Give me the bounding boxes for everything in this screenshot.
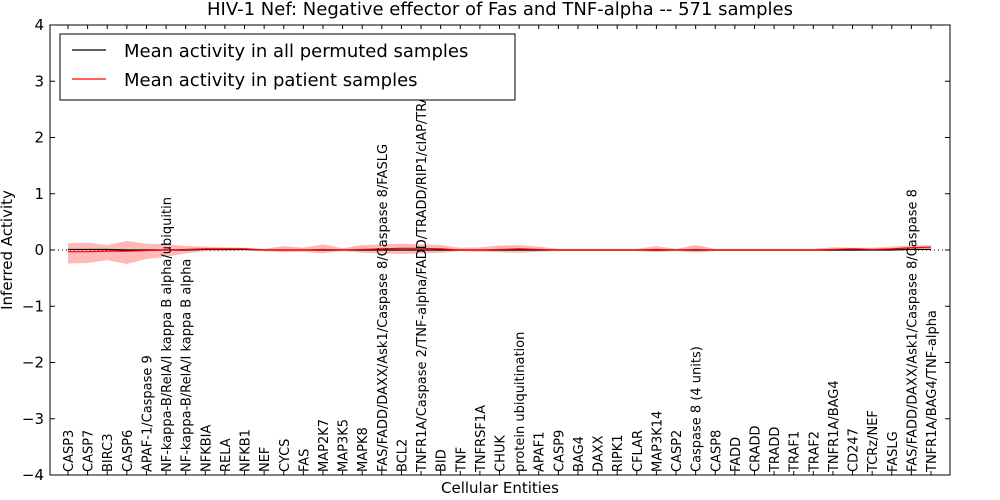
x-tick-labels: CASP3 CASP7 BIRC3 CASP6 APAF-1/Caspase 9 NF-k… [62,79,940,473]
x-tick-label: TNF [454,447,469,473]
x-tick-label: Caspase 8 (4 units) [690,346,705,472]
x-axis-ticks [67,25,932,475]
legend-label-patient: Mean activity in patient samples [124,70,418,91]
x-tick-label: DAXX [592,435,607,472]
x-tick-label: CASP3 [62,430,77,472]
x-tick-label: MAP3K14 [650,411,665,472]
x-tick-label: FASLG [886,431,901,472]
chart-title: HIV-1 Nef: Negative effector of Fas and … [207,0,793,20]
x-axis-label: Cellular Entities [441,479,559,497]
x-tick-label: NEF [258,447,273,472]
x-tick-label: TCRz/NEF [866,410,881,473]
legend: Mean activity in all permuted samples Me… [59,33,516,101]
x-tick-label: TNFR1A/BAG4/TNF-alpha [925,310,940,473]
legend-box [59,33,516,101]
x-tick-label: TNFR1A/Caspase 2/TNF-alpha/FADD/TRADD/RI… [415,79,430,473]
x-tick-label: APAF-1/Caspase 9 [140,355,155,472]
x-tick-label: CASP7 [82,430,97,472]
y-tick-label: 1 [34,185,44,203]
x-tick-label: TNFR1A/BAG4 [827,380,842,473]
x-tick-label: CD247 [847,428,862,472]
y-tick-label: −1 [22,297,44,315]
y-tick-label: 4 [34,16,44,34]
x-tick-label: CFLAR [631,430,646,472]
x-tick-label: MAP3K5 [337,419,352,472]
y-tick-label: 2 [34,129,44,147]
x-tick-label: FAS [297,449,312,472]
x-tick-label: CASP9 [552,430,567,472]
x-tick-label: FAS/FADD/DAXX/Ask1/Caspase 8/Caspase 8 [905,189,920,472]
x-tick-label: FAS/FADD/DAXX/Ask1/Caspase 8/Caspase 8/F… [376,144,391,472]
x-tick-label: TRAF2 [807,431,822,473]
patient-mean-line [68,246,932,253]
x-tick-label: NFKBIA [199,425,214,472]
y-axis-ticks: −4 −3 −2 −1 0 1 2 3 4 [22,16,950,484]
x-tick-label: RIPK1 [611,434,626,472]
x-tick-label: BID [435,449,450,472]
x-tick-label: MAP2K7 [317,419,332,472]
x-tick-label: CHUK [494,435,509,472]
legend-label-permuted: Mean activity in all permuted samples [124,41,468,62]
y-axis-label: Inferred Activity [0,190,16,310]
patient-activity-band [68,241,931,265]
x-tick-label: RELA [219,438,234,472]
x-tick-label: CASP8 [709,430,724,472]
x-tick-label: BIRC3 [101,434,116,473]
x-tick-label: APAF1 [533,431,548,472]
y-tick-label: 3 [34,72,44,90]
x-tick-label: CYCS [278,439,293,472]
plot-area [50,25,950,475]
x-tick-label: NF-kappa-B/RelA/I kappa B alpha [180,259,195,472]
x-tick-label: TRAF1 [788,431,803,473]
x-tick-label: NF-kappa-B/RelA/I kappa B alpha/ubiquiti… [160,197,175,472]
x-tick-label: NFKB1 [239,429,254,472]
x-tick-label: FADD [729,437,744,472]
x-tick-label: BAG4 [572,436,587,472]
x-tick-label: CRADD [748,426,763,473]
x-tick-label: MAPK8 [356,427,371,472]
y-tick-label: −4 [22,466,44,484]
y-tick-label: −2 [22,354,44,372]
y-tick-label: 0 [34,241,44,259]
x-tick-label: BCL2 [395,439,410,472]
x-tick-label: TRADD [768,427,783,473]
x-tick-label: CASP2 [670,430,685,472]
x-tick-label: protein ubiquitination [513,332,528,472]
x-tick-label: TNFRSF1A [474,405,489,473]
y-tick-label: −3 [22,410,44,428]
x-tick-label: CASP6 [121,430,136,472]
